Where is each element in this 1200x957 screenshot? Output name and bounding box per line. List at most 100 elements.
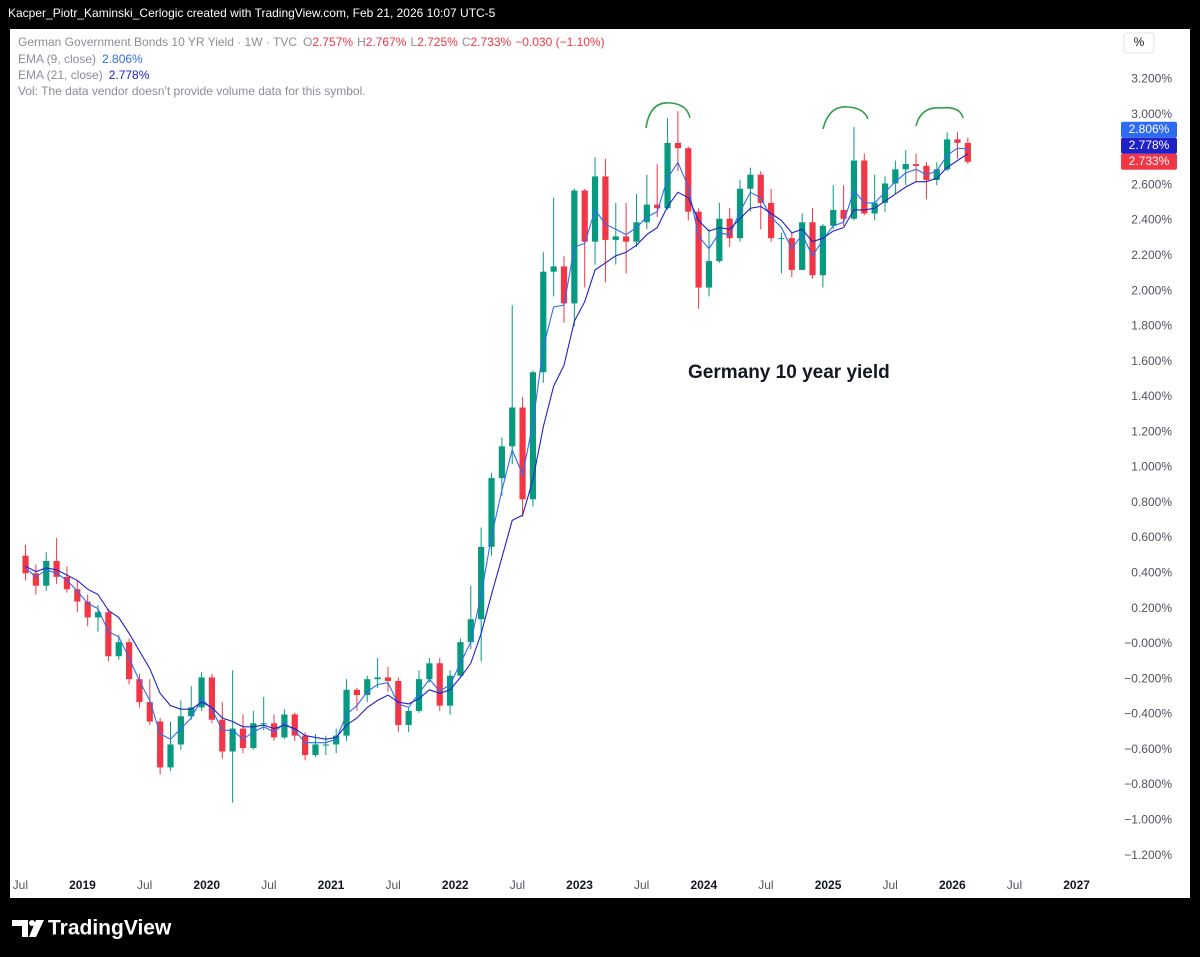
unit-label: % — [1134, 35, 1145, 49]
candle-body — [146, 702, 153, 722]
ohlc-value: 2.767% — [366, 35, 407, 49]
x-tick-label: Jul — [634, 878, 649, 892]
candle-body — [861, 160, 868, 214]
candle-body — [260, 723, 267, 725]
x-tick-label: 2027 — [1063, 878, 1090, 892]
candle-body — [467, 619, 474, 643]
candle-body — [333, 735, 340, 745]
y-tick-label: 2.200% — [1131, 248, 1172, 262]
candle-body — [964, 142, 971, 162]
candle-body — [933, 169, 940, 180]
x-tick-label: 2025 — [815, 878, 842, 892]
candle-body — [405, 710, 412, 726]
candle-body — [778, 238, 785, 240]
candle-body — [177, 716, 184, 745]
candle-body — [799, 222, 806, 270]
candle-body — [633, 222, 640, 242]
x-tick-label: Jul — [261, 878, 276, 892]
candle-body — [830, 209, 837, 226]
candle-body — [125, 642, 133, 680]
candle-body — [902, 164, 909, 170]
x-tick-label: Jul — [137, 878, 152, 892]
legend-title: German Government Bonds 10 YR Yield · 1W… — [18, 35, 297, 49]
candle-body — [364, 679, 371, 696]
price-tag — [1121, 153, 1177, 170]
candle-body — [446, 675, 454, 706]
legend-ema21: EMA (21, close) 2.778% — [18, 68, 150, 82]
candle-body — [94, 612, 102, 618]
candle-body — [685, 148, 692, 212]
candle-body — [84, 601, 91, 618]
candle-body — [63, 576, 71, 590]
candle-body — [529, 372, 537, 500]
unit-box[interactable] — [1123, 32, 1155, 54]
chart-panel — [10, 29, 1190, 898]
candle-body — [436, 663, 443, 706]
candle-body — [850, 160, 858, 219]
candle-body — [291, 714, 298, 736]
x-tick-label: 2020 — [193, 878, 220, 892]
candle-body — [623, 236, 630, 242]
legend-value: 2.778% — [109, 68, 150, 82]
candle-body — [674, 142, 682, 149]
ohlc-value: 2.733% — [471, 35, 512, 49]
candle-body — [53, 560, 60, 577]
y-tick-label: 1.000% — [1131, 460, 1172, 474]
candle-body — [239, 728, 247, 748]
candle-body — [788, 238, 795, 270]
candle-body — [892, 169, 899, 184]
arc-drawing — [822, 106, 869, 130]
ohlc-value: 2.757% — [312, 35, 353, 49]
candle-body — [509, 407, 516, 447]
y-tick-label: 2.600% — [1131, 177, 1172, 191]
candle-body — [322, 744, 329, 746]
legend-value: 2.806% — [102, 52, 143, 66]
candle-body — [612, 236, 619, 240]
x-tick-label: 2026 — [939, 878, 966, 892]
candle-body — [912, 164, 920, 166]
candle-body — [478, 546, 485, 620]
price-tag-label: 2.806% — [1129, 122, 1170, 136]
y-tick-label: −0.600% — [1124, 742, 1172, 756]
candle-body — [384, 677, 392, 681]
y-tick-label: 1.600% — [1131, 354, 1172, 368]
x-tick-label: Jul — [1007, 878, 1022, 892]
candle-body — [488, 478, 495, 547]
candle-body — [22, 555, 29, 574]
brand-logo — [12, 920, 44, 937]
y-tick-label: −1.200% — [1124, 848, 1172, 862]
legend-name: EMA (9, close) — [18, 52, 96, 66]
ema-line — [25, 153, 969, 740]
candle-body — [498, 446, 505, 479]
candle-body — [167, 744, 174, 768]
candle-body — [115, 642, 122, 657]
y-tick-label: −0.000% — [1124, 636, 1172, 650]
candle-body — [923, 165, 930, 180]
price-tag-label: 2.733% — [1129, 154, 1170, 168]
volume-note: Vol: The data vendor doesn't provide vol… — [18, 84, 366, 98]
ohlc-change: −0.030 (−1.10%) — [515, 35, 604, 49]
candle-body — [426, 663, 433, 680]
ohlc-key: C — [462, 35, 471, 49]
candle-body — [809, 222, 816, 276]
candle-body — [705, 261, 713, 288]
candle-body — [157, 721, 164, 768]
candle-body — [726, 218, 733, 239]
y-tick-label: 3.000% — [1131, 107, 1172, 121]
y-tick-label: 0.600% — [1131, 530, 1172, 544]
candles — [22, 111, 971, 803]
candle-body — [74, 589, 81, 602]
arc-drawing — [915, 106, 964, 127]
candle-body — [208, 677, 216, 720]
candle-body — [581, 190, 588, 242]
candle-body — [457, 642, 464, 676]
candle-body — [944, 139, 951, 170]
candle-body — [302, 735, 309, 756]
y-tick-label: 2.000% — [1131, 283, 1172, 297]
candle-body — [767, 202, 775, 239]
x-tick-label: 2021 — [318, 878, 345, 892]
brand: TradingView — [48, 917, 172, 940]
x-tick-label: 2019 — [69, 878, 96, 892]
